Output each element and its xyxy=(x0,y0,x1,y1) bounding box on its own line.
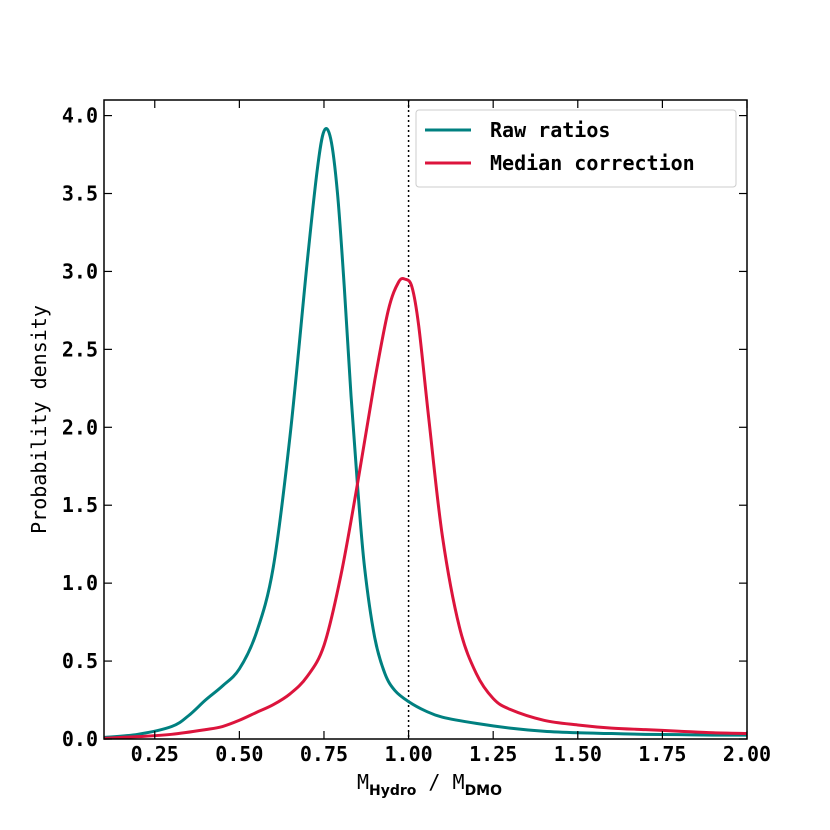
x-tick-label: 0.75 xyxy=(300,742,348,766)
x-axis-title-sub1: Hydro xyxy=(369,783,417,799)
x-tick-label: 0.25 xyxy=(131,742,179,766)
y-tick-label: 4.0 xyxy=(62,104,98,128)
legend-label-median-correction: Median correction xyxy=(490,151,695,175)
y-tick-label: 3.0 xyxy=(62,259,98,283)
series-line-raw-ratios xyxy=(103,127,748,739)
y-tick-label: 2.0 xyxy=(62,415,98,439)
x-axis-title: MHydro / MDMO xyxy=(357,770,502,799)
y-tick-label: 1.0 xyxy=(62,571,98,595)
x-tick-label: 1.50 xyxy=(554,742,602,766)
x-tick-label: 2.00 xyxy=(723,742,771,766)
y-tick-label: 2.5 xyxy=(62,337,98,361)
x-axis-title-mid: / M xyxy=(416,770,464,794)
y-axis-title: Probability density xyxy=(27,305,51,534)
x-axis-title-sub2: DMO xyxy=(465,783,503,799)
x-axis-title-m1: M xyxy=(357,770,369,794)
y-tick-label: 1.5 xyxy=(62,493,98,517)
series-line-median-correction xyxy=(103,277,748,740)
x-tick-label: 1.25 xyxy=(469,742,517,766)
y-tick-label: 0.5 xyxy=(62,649,98,673)
y-tick-label: 0.0 xyxy=(62,727,98,751)
legend-label-raw-ratios: Raw ratios xyxy=(490,118,610,142)
legend-box xyxy=(415,109,737,188)
x-tick-label: 1.75 xyxy=(638,742,686,766)
x-tick-label: 1.00 xyxy=(384,742,432,766)
plot-frame xyxy=(103,99,748,740)
y-tick-label: 3.5 xyxy=(62,182,98,206)
legend: Raw ratios Median correction xyxy=(415,109,737,188)
x-tick-label: 0.50 xyxy=(215,742,263,766)
